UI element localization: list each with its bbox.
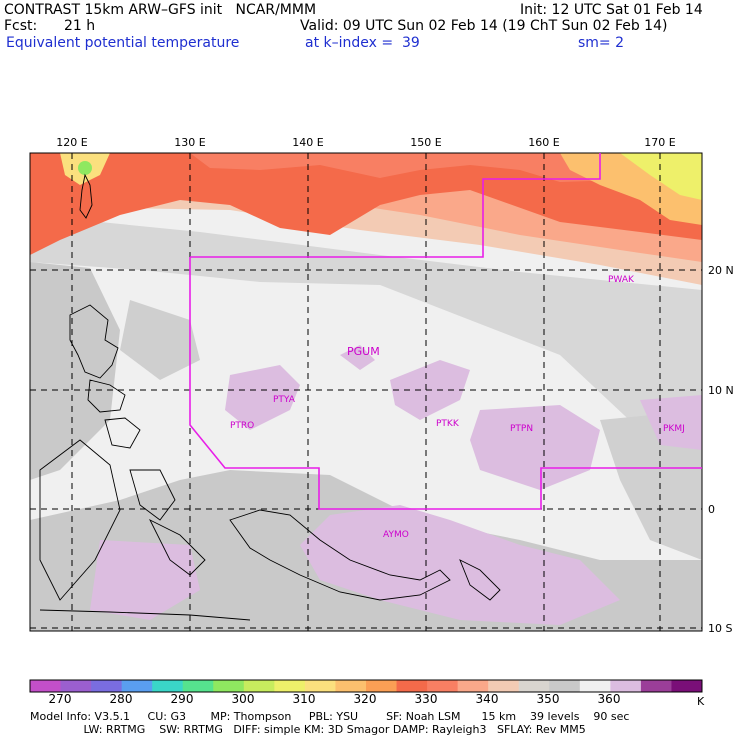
colorbar-swatch xyxy=(549,680,581,692)
theta-e-field xyxy=(30,153,702,631)
lat-label-equator: 0 xyxy=(708,503,715,516)
colorbar-label-300: 300 xyxy=(231,692,255,706)
colorbar-label-330: 330 xyxy=(414,692,438,706)
forecast-label: Fcst: xyxy=(4,18,38,34)
lon-label-160e: 160 E xyxy=(528,136,559,149)
colorbar-swatch xyxy=(182,680,214,692)
level-index: at k–index = 39 xyxy=(305,35,420,51)
colorbar-frame xyxy=(29,679,703,693)
colorbar-swatch xyxy=(91,680,123,692)
colorbar-swatch xyxy=(518,680,550,692)
colorbar-label-280: 280 xyxy=(109,692,133,706)
colorbar-label-340: 340 xyxy=(475,692,499,706)
lon-label-120e: 120 E xyxy=(56,136,87,149)
colorbar-unit: K xyxy=(697,695,705,708)
init-time: Init: 12 UTC Sat 01 Feb 14 xyxy=(520,2,703,18)
colorbar-swatch xyxy=(152,680,184,692)
station-pwak: PWAK xyxy=(608,275,635,285)
colorbar-label-310: 310 xyxy=(292,692,316,706)
lon-label-140e: 140 E xyxy=(292,136,323,149)
lat-label-20n: 20 N xyxy=(708,264,734,277)
colorbar-label-320: 320 xyxy=(353,692,377,706)
colorbar-swatch xyxy=(213,680,245,692)
smoothing-value: sm= 2 xyxy=(578,35,625,51)
lat-label-10n: 10 N xyxy=(708,384,734,397)
colorbar-swatch xyxy=(488,680,520,692)
colorbar-swatch xyxy=(60,680,92,692)
station-ptro: PTRO xyxy=(230,421,254,431)
map-frame xyxy=(29,152,703,632)
forecast-hour: 21 h xyxy=(64,18,96,34)
station-ptpn: PTPN xyxy=(510,424,533,434)
colorbar xyxy=(29,679,703,693)
colorbar-swatch xyxy=(366,680,398,692)
lat-label-10s: 10 S xyxy=(708,622,732,635)
colorbar-swatch xyxy=(243,680,275,692)
colorbar-label-360: 360 xyxy=(597,692,621,706)
colorbar-swatch xyxy=(610,680,642,692)
colorbar-swatch xyxy=(396,680,428,692)
colorbar-swatch xyxy=(30,680,62,692)
model-title: CONTRAST 15km ARW–GFS init NCAR/MMM xyxy=(4,2,317,18)
colorbar-swatch xyxy=(335,680,367,692)
colorbar-swatch xyxy=(274,680,306,692)
colorbar-label-350: 350 xyxy=(536,692,560,706)
lon-label-150e: 150 E xyxy=(410,136,441,149)
nested-domain-boundary xyxy=(189,153,702,510)
colorbar-label-290: 290 xyxy=(170,692,194,706)
colorbar-swatch xyxy=(457,680,489,692)
colorbar-swatch xyxy=(121,680,153,692)
colorbar-swatch xyxy=(427,680,459,692)
coastlines xyxy=(39,173,501,621)
model-info-line1: Model Info: V3.5.1 CU: G3 MP: Thompson P… xyxy=(30,710,630,723)
colorbar-label-270: 270 xyxy=(48,692,72,706)
colorbar-swatch xyxy=(579,680,611,692)
station-ptkk: PTKK xyxy=(436,419,460,429)
field-name: Equivalent potential temperature xyxy=(6,35,240,51)
lon-label-130e: 130 E xyxy=(174,136,205,149)
valid-time: Valid: 09 UTC Sun 02 Feb 14 (19 ChT Sun … xyxy=(300,18,668,34)
colorbar-swatch xyxy=(304,680,336,692)
station-pgum: PGUM xyxy=(347,345,380,358)
station-aymo: AYMO xyxy=(383,530,409,540)
colorbar-swatch xyxy=(640,680,672,692)
colorbar-swatch xyxy=(671,680,703,692)
lon-label-170e: 170 E xyxy=(644,136,675,149)
station-pkmj: PKMJ xyxy=(663,424,685,434)
model-info-line2: LW: RRTMG SW: RRTMG DIFF: simple KM: 3D … xyxy=(24,723,586,736)
station-ptya: PTYA xyxy=(273,395,296,405)
lat-lon-grid xyxy=(30,153,702,631)
